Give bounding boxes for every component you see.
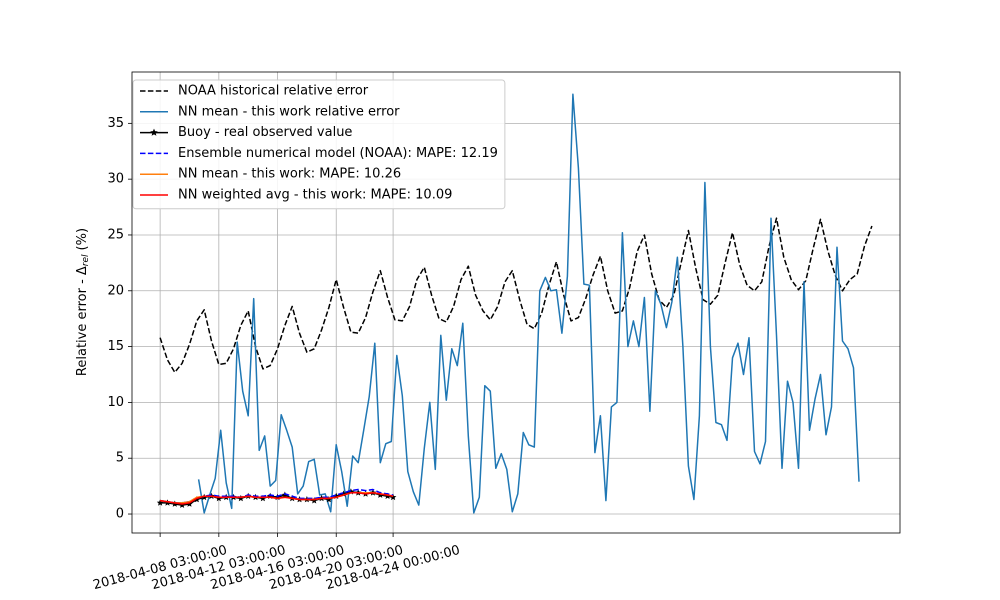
series-line xyxy=(197,93,860,514)
y-tick-label: 15 xyxy=(107,339,124,354)
y-label-subscript: rel xyxy=(81,254,91,266)
y-tick-label: 5 xyxy=(116,451,124,466)
y-tick-label: 20 xyxy=(107,283,124,298)
y-tick-label: 10 xyxy=(107,395,124,410)
legend-label: Ensemble numerical model (NOAA): MAPE: 1… xyxy=(178,146,498,161)
y-label-main: Relative error - Δ xyxy=(75,266,90,376)
point-marker xyxy=(325,496,333,503)
legend-marker xyxy=(150,128,158,136)
series-line xyxy=(159,217,873,374)
legend-box xyxy=(132,79,506,210)
legend-label: NOAA historical relative error xyxy=(178,84,369,99)
y-axis-label: Relative error - Δrel (%) xyxy=(75,228,91,376)
plot-frame xyxy=(131,71,901,534)
point-marker xyxy=(156,499,164,506)
legend-label: NN mean - this work: MAPE: 10.26 xyxy=(178,167,401,182)
point-marker xyxy=(237,494,245,502)
series-line xyxy=(159,492,394,505)
legend-label: Buoy - real observed value xyxy=(178,125,352,140)
y-tick-label: 0 xyxy=(116,507,124,522)
y-tick-label: 35 xyxy=(107,116,124,131)
point-marker xyxy=(389,493,397,501)
legend-label: NN mean - this work relative error xyxy=(178,104,400,119)
point-marker xyxy=(178,501,186,508)
point-marker xyxy=(310,497,318,504)
point-marker xyxy=(376,491,384,498)
y-tick-label: 25 xyxy=(107,227,124,242)
y-tick-label: 30 xyxy=(107,172,124,187)
y-label-unit: (%) xyxy=(75,228,90,251)
point-marker xyxy=(384,492,391,499)
point-marker xyxy=(164,499,171,506)
legend-label: NN weighted avg - this work: MAPE: 10.09 xyxy=(178,188,452,203)
